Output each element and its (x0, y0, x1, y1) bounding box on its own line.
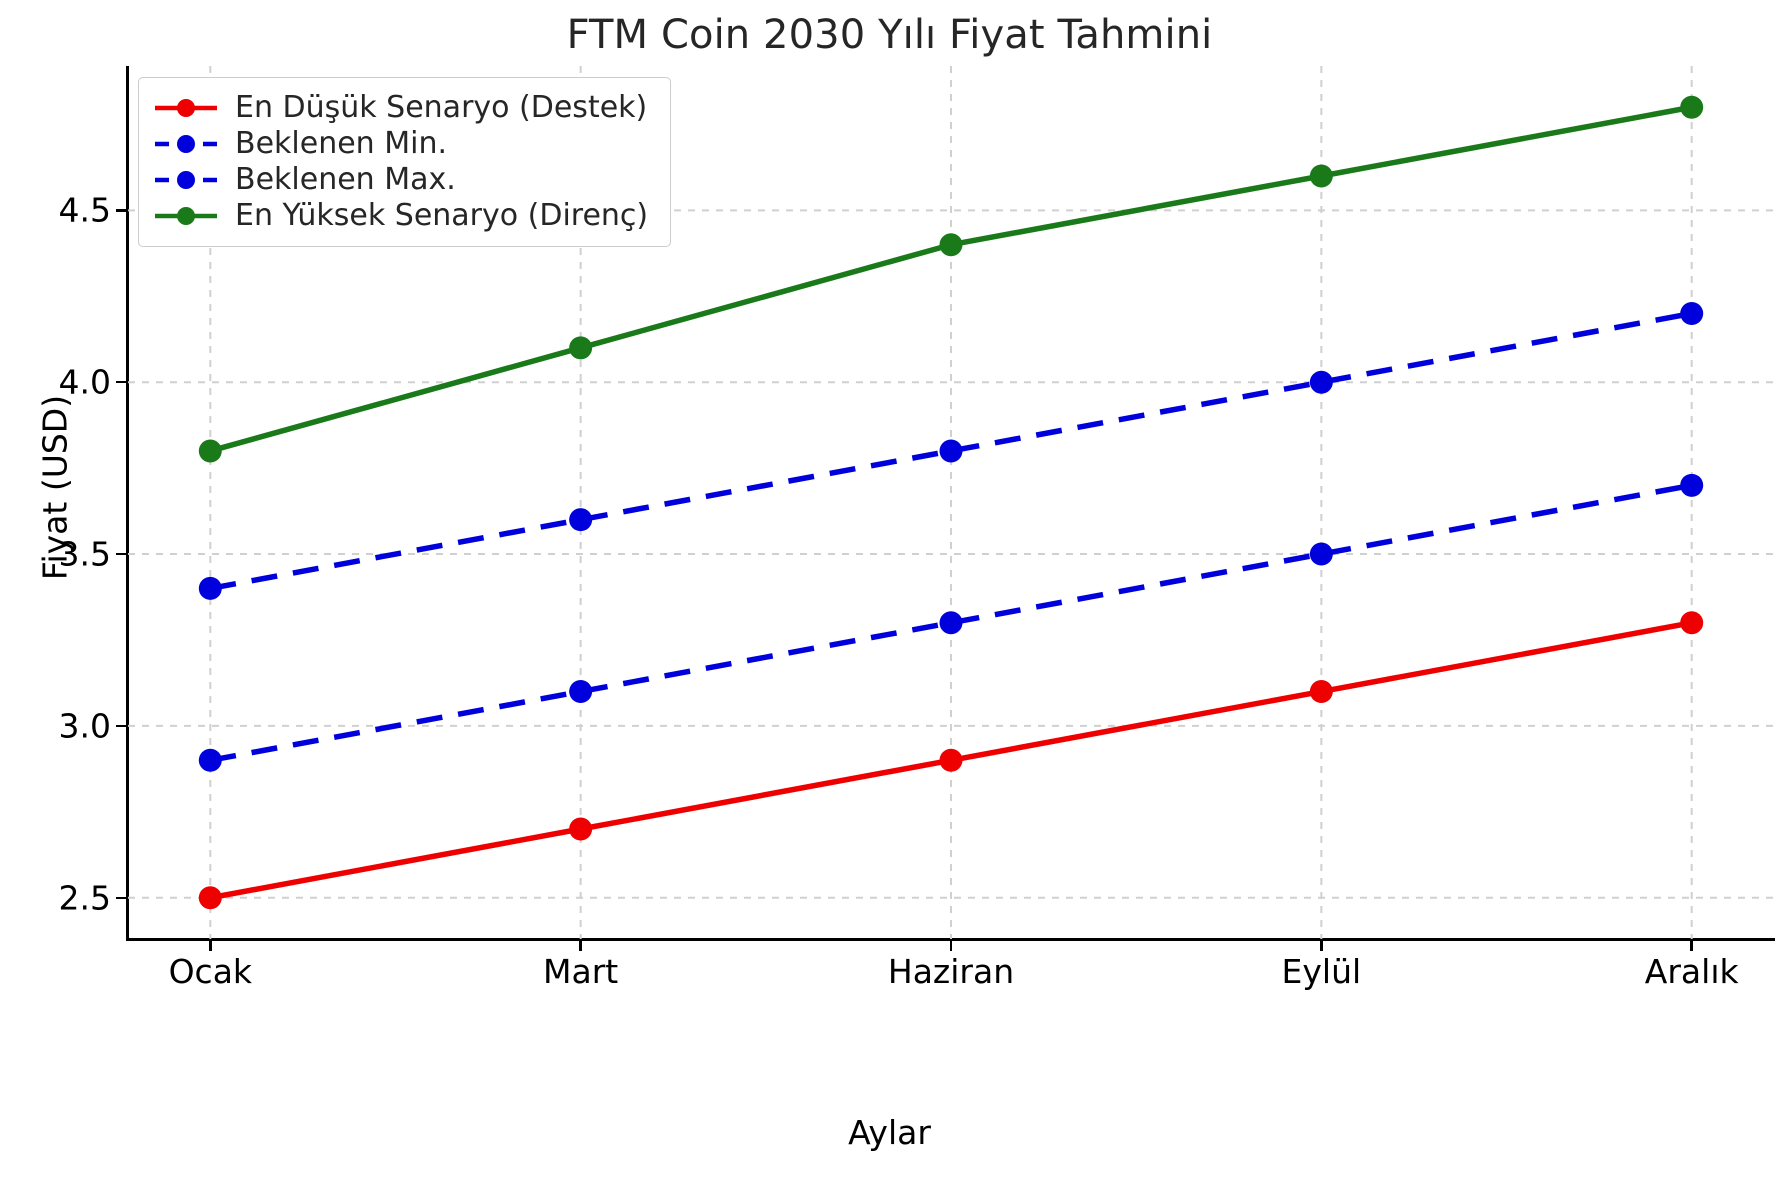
data-point (198, 576, 222, 600)
legend-item-2[interactable]: Beklenen Max. (153, 162, 648, 198)
y-tick-mark (116, 724, 127, 728)
data-point (569, 680, 593, 704)
chart-title: FTM Coin 2030 Yılı Fiyat Tahmini (566, 12, 1213, 58)
data-point (939, 439, 963, 463)
data-point (198, 886, 222, 910)
data-point (1680, 611, 1704, 635)
legend-swatch-icon (155, 99, 217, 117)
data-point (939, 748, 963, 772)
data-point (1680, 95, 1704, 119)
data-point (569, 336, 593, 360)
data-point (569, 817, 593, 841)
x-tick-label: Aralık (1644, 952, 1739, 991)
x-tick-label: Haziran (887, 952, 1015, 991)
y-tick-mark (116, 552, 127, 556)
x-tick-mark (1690, 940, 1693, 951)
legend-swatch-icon (155, 135, 217, 153)
x-tick-mark (209, 940, 212, 951)
data-point (569, 508, 593, 532)
legend-item-3[interactable]: En Yüksek Senaryo (Direnç) (153, 198, 648, 234)
legend-label: En Düşük Senaryo (Destek) (235, 90, 648, 125)
y-axis-spine (126, 66, 129, 940)
legend-label: Beklenen Min. (235, 126, 447, 161)
data-point (1680, 301, 1704, 325)
x-axis-label: Aylar (848, 1113, 931, 1152)
legend-item-0[interactable]: En Düşük Senaryo (Destek) (153, 90, 648, 126)
legend-label: En Yüksek Senaryo (Direnç) (235, 198, 649, 233)
data-point (198, 748, 222, 772)
data-point (939, 233, 963, 257)
data-point (1309, 370, 1333, 394)
y-tick-mark (116, 209, 127, 212)
legend-item-1[interactable]: Beklenen Min. (153, 126, 648, 162)
x-tick-label: Eylül (1281, 952, 1362, 991)
data-point (1309, 680, 1333, 704)
y-tick-mark (116, 896, 127, 899)
data-point (198, 439, 222, 463)
chart-svg (128, 66, 1774, 939)
legend-swatch-icon (155, 171, 217, 189)
y-tick-label: 4.5 (58, 190, 111, 230)
legend-swatch-icon (155, 207, 217, 225)
legend-label: Beklenen Max. (235, 162, 456, 197)
x-tick-mark (949, 940, 953, 951)
y-tick-label: 4.0 (58, 362, 111, 402)
y-tick-label: 3.5 (58, 534, 111, 574)
data-point (1680, 473, 1704, 497)
y-axis-label: Fiyat (USD) (35, 394, 75, 581)
x-tick-label: Mart (543, 952, 619, 991)
x-tick-mark (1320, 940, 1323, 951)
y-tick-label: 3.0 (58, 706, 111, 746)
data-point (1309, 164, 1333, 188)
data-point (939, 611, 963, 635)
x-tick-label: Ocak (168, 952, 253, 991)
y-tick-mark (116, 380, 127, 384)
x-tick-mark (579, 940, 582, 951)
x-axis-spine (126, 938, 1775, 941)
y-tick-label: 2.5 (58, 878, 111, 918)
chart-legend: En Düşük Senaryo (Destek) Beklenen Min. Be… (138, 77, 672, 247)
data-point (1309, 542, 1333, 566)
plot-area (128, 66, 1774, 939)
